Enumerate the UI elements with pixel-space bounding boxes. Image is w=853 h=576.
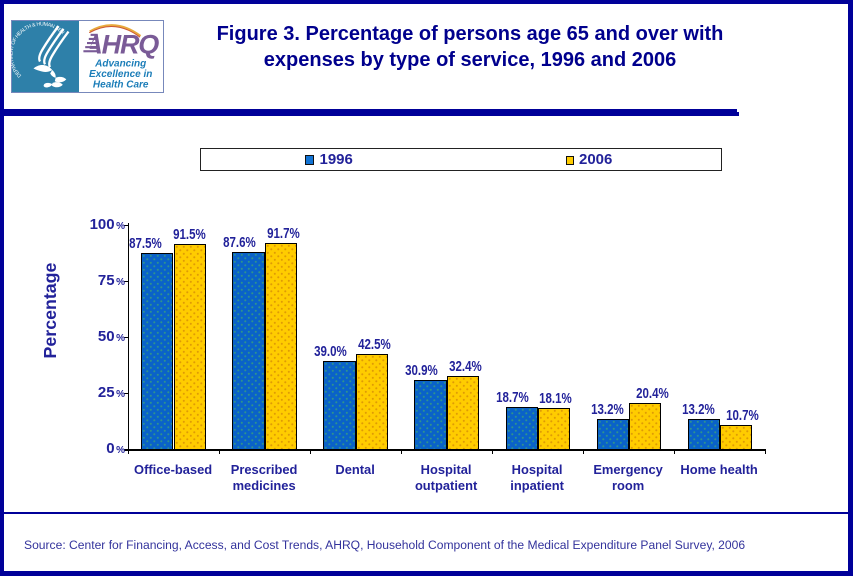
svg-text:Advancing: Advancing bbox=[94, 59, 146, 70]
svg-text:Excellence in: Excellence in bbox=[89, 69, 152, 80]
svg-text:Health Care: Health Care bbox=[93, 80, 149, 91]
